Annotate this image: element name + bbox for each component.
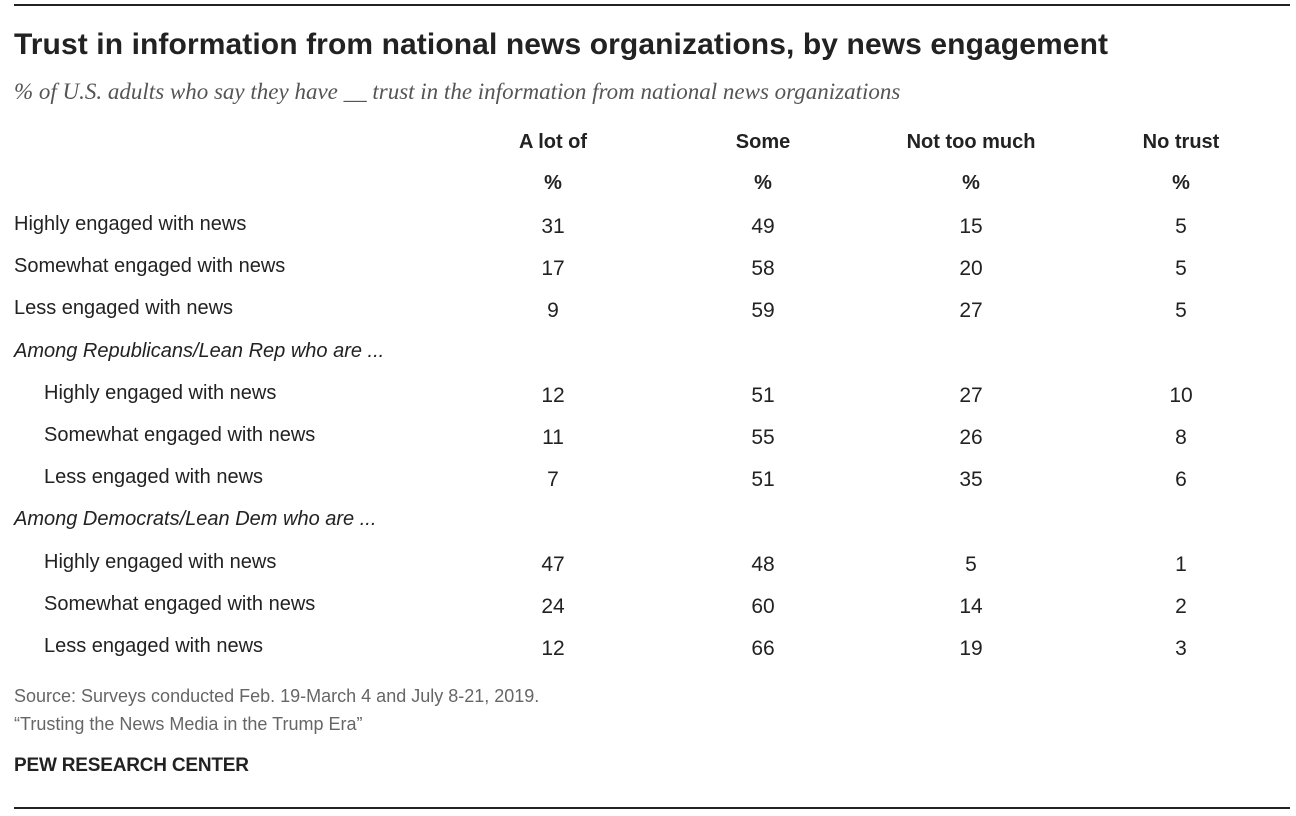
row-label: Less engaged with news — [44, 635, 264, 657]
data-cell: 47 — [541, 552, 565, 576]
column-header: A lot of — [518, 131, 588, 153]
data-cell: 58 — [751, 257, 775, 281]
data-cell: 48 — [751, 552, 775, 576]
row-label: Highly engaged with news — [44, 550, 277, 573]
data-cell: 8 — [1175, 426, 1187, 449]
column-unit: % — [754, 172, 772, 194]
row-label: Somewhat engaged with news — [44, 424, 316, 446]
data-cell: 5 — [1175, 215, 1187, 238]
data-cell: 10 — [1169, 383, 1193, 407]
data-cell: 5 — [1175, 299, 1187, 323]
top-rule — [14, 4, 1290, 6]
row-label: Less engaged with news — [14, 297, 234, 320]
data-cell: 66 — [751, 637, 775, 660]
chart-subtitle: % of U.S. adults who say they have __ tr… — [14, 79, 901, 104]
data-cell: 14 — [959, 594, 983, 618]
report-title-line: “Trusting the News Media in the Trump Er… — [14, 714, 363, 734]
chart-title: Trust in information from national news … — [14, 28, 1109, 61]
data-cell: 59 — [751, 299, 775, 323]
data-cell: 49 — [751, 215, 775, 238]
column-header: Some — [735, 131, 791, 153]
data-cell: 9 — [547, 299, 559, 323]
data-cell: 2 — [1175, 594, 1187, 618]
data-cell: 11 — [542, 426, 564, 449]
row-label: Less engaged with news — [44, 466, 264, 489]
group-heading: Among Republicans/Lean Rep who are ... — [14, 339, 385, 362]
column-header: Not too much — [906, 131, 1036, 153]
data-cell: 35 — [959, 468, 983, 492]
data-cell: 12 — [541, 637, 565, 660]
column-header: No trust — [1142, 131, 1220, 153]
data-cell: 12 — [541, 383, 565, 407]
source-line: Source: Surveys conducted Feb. 19-March … — [14, 686, 540, 706]
data-cell: 7 — [547, 468, 559, 492]
data-cell: 26 — [959, 426, 983, 449]
data-cell: 24 — [541, 594, 565, 618]
column-unit: % — [962, 172, 980, 194]
data-cell: 5 — [965, 552, 977, 576]
data-cell: 20 — [959, 257, 983, 281]
data-cell: 55 — [751, 426, 775, 449]
group-heading: Among Democrats/Lean Dem who are ... — [14, 508, 377, 531]
data-cell: 60 — [751, 594, 775, 618]
bottom-rule — [14, 807, 1290, 809]
column-unit: % — [544, 172, 562, 194]
pew-logo-text: PEW RESEARCH CENTER — [14, 755, 249, 776]
data-cell: 51 — [751, 468, 775, 492]
row-label: Somewhat engaged with news — [14, 255, 286, 278]
data-cell: 3 — [1175, 637, 1187, 660]
column-unit: % — [1172, 172, 1190, 194]
row-label: Somewhat engaged with news — [44, 592, 316, 615]
data-cell: 1 — [1175, 552, 1187, 576]
data-cell: 27 — [959, 383, 983, 407]
row-label: Highly engaged with news — [14, 213, 247, 235]
data-cell: 17 — [541, 257, 565, 281]
data-cell: 15 — [959, 215, 983, 238]
data-cell: 19 — [959, 637, 983, 660]
data-cell: 27 — [959, 299, 983, 323]
data-cell: 51 — [751, 383, 775, 407]
data-cell: 31 — [541, 215, 565, 238]
data-cell: 5 — [1175, 257, 1187, 281]
row-label: Highly engaged with news — [44, 381, 277, 404]
data-cell: 6 — [1175, 468, 1187, 492]
